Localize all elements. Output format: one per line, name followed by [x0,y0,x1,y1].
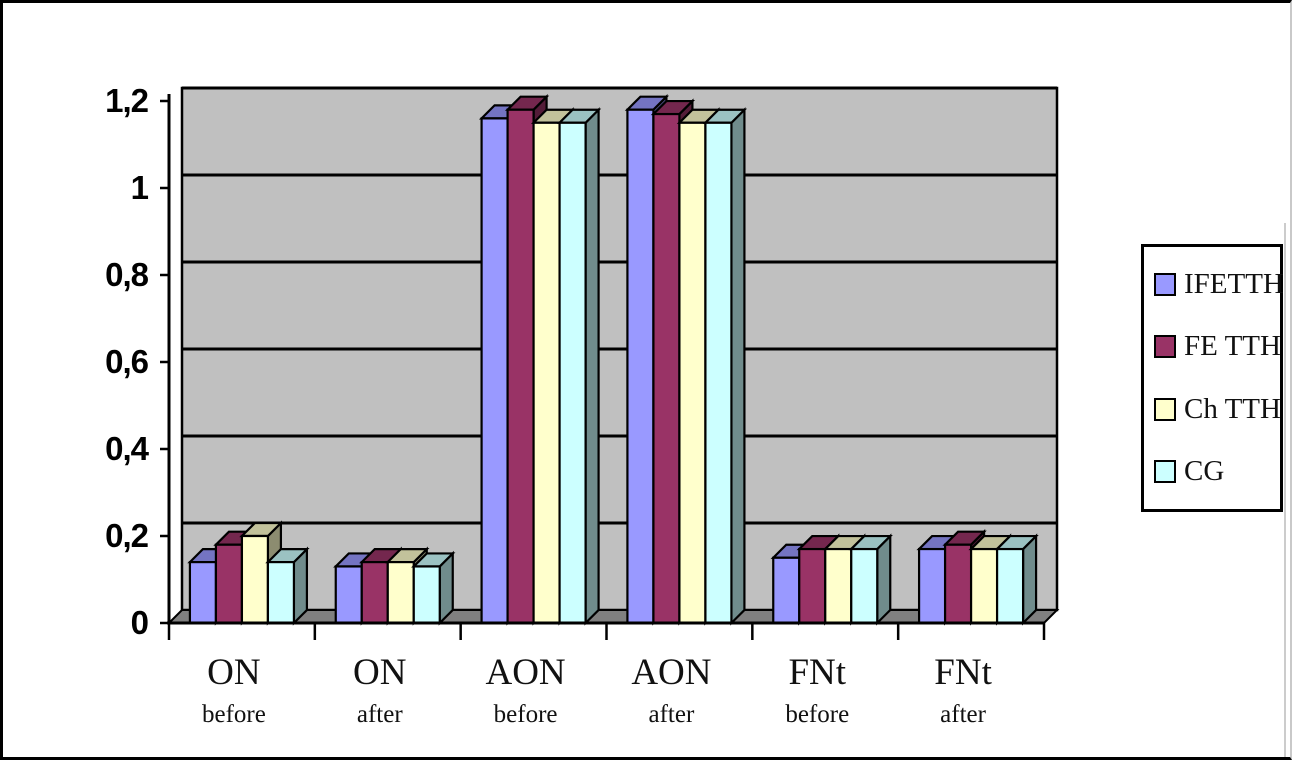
bar [334,565,363,625]
legend-swatch-icon [1154,335,1176,359]
x-axis-category-label: AON [631,652,712,693]
bar [917,547,947,625]
bar [995,547,1025,625]
x-axis-category-sublabel: after [648,701,695,728]
x-axis-category-label: ON [353,652,407,693]
bar [506,108,535,625]
y-axis-tick-label: 0,4 [105,430,149,467]
bar [412,565,441,625]
x-axis-category-sublabel: after [356,701,403,728]
legend-item: Ch TTH [1154,392,1281,426]
legend-label: Ch TTH [1184,392,1281,425]
bar-side-face [876,533,892,626]
legend-swatch-icon [1154,397,1176,421]
y-axis-tick-label: 0 [130,604,149,641]
x-axis-category-sublabel: before [785,701,850,728]
x-axis-category-sublabel: before [201,701,266,728]
x-axis-category-label: AON [485,652,566,693]
legend-swatch-icon [1154,272,1176,296]
x-axis-category-label: FNt [788,652,847,693]
bar [266,560,296,625]
x-axis-category-sublabel: after [940,701,986,728]
y-axis-tick-label: 1 [130,169,149,206]
bar [850,547,879,625]
bar [558,121,587,625]
legend-label: IFETTH [1184,267,1284,300]
legend-item: IFETTH [1154,268,1284,301]
bar [678,121,707,625]
bar [824,547,853,625]
bar-chart-canvas [160,86,1060,640]
bar [240,534,270,625]
bar [798,547,827,625]
y-axis-tick-label: 0,2 [105,517,149,554]
right-edge-line [1284,223,1286,757]
legend-label: FE TTH [1184,330,1281,363]
bar [704,121,733,625]
x-axis-category-label: FNt [934,652,992,693]
legend-item: CG [1154,455,1280,488]
bar [532,121,561,625]
y-axis-tick-label: 0,8 [105,256,149,293]
x-axis-category-sublabel: before [493,701,558,728]
legend-label: CG [1184,455,1225,488]
bar [214,543,244,625]
bar [772,556,801,625]
y-axis-tick-label: 1,2 [105,82,149,119]
bar-side-face [584,107,600,626]
bar-side-face [1021,533,1038,626]
bar [943,543,973,625]
bar [386,560,415,625]
legend: IFETTH FE TTH Ch TTH CG [1141,244,1284,512]
bar [652,112,681,625]
legend-item: FE TTH [1154,330,1281,363]
bar [188,560,218,625]
bar-side-face [730,107,746,626]
legend-swatch-icon [1154,460,1176,484]
bar [480,117,509,625]
bar [969,547,999,625]
x-axis-category-label: ON [207,652,261,693]
bar [626,108,655,625]
y-axis-tick-label: 0,6 [105,343,149,380]
bar [360,560,389,625]
